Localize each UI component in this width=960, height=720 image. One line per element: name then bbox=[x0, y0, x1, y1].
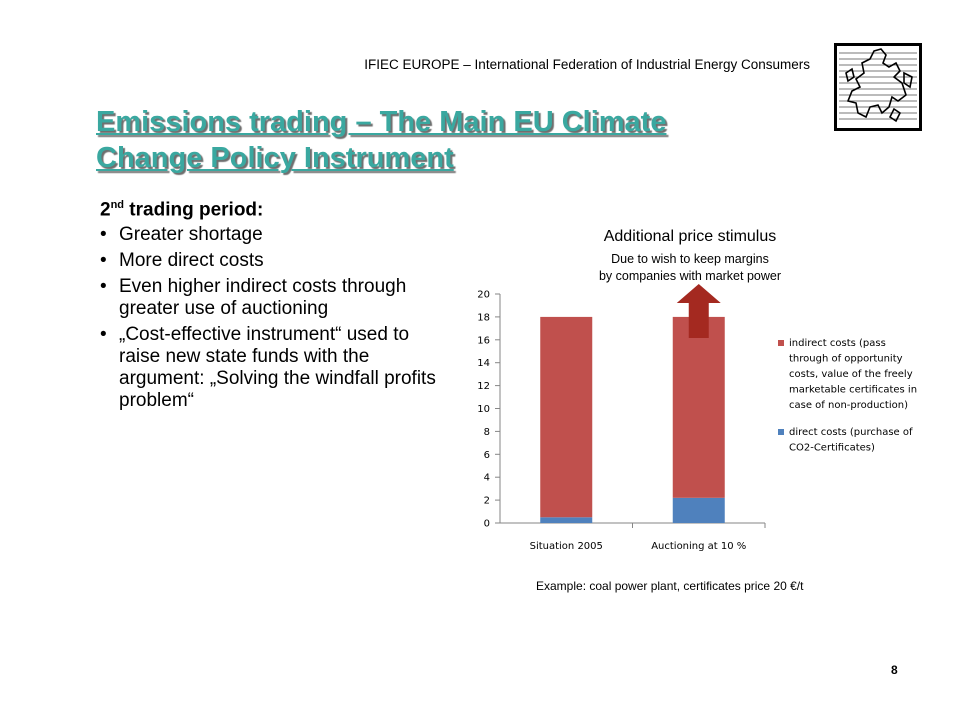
organization-header: IFIEC EUROPE – International Federation … bbox=[364, 57, 810, 72]
y-tick-label: 6 bbox=[484, 450, 490, 461]
slide-title-line-2: Change Policy Instrument bbox=[96, 142, 454, 174]
legend-indirect-label: through of opportunity bbox=[789, 354, 903, 365]
y-tick-label: 2 bbox=[484, 496, 490, 507]
slide-title: Emissions trading – The Main EU Climate … bbox=[96, 104, 796, 176]
bar-indirect-costs bbox=[672, 316, 725, 498]
europe-map-logo bbox=[834, 43, 922, 131]
x-category-label: Auctioning at 10 % bbox=[651, 541, 746, 552]
bullet-list: Greater shortage More direct costs Even … bbox=[100, 224, 445, 412]
bullet-item: More direct costs bbox=[100, 250, 445, 272]
legend-indirect-label: costs, value of the freely bbox=[789, 369, 913, 380]
y-tick-label: 4 bbox=[484, 473, 490, 484]
x-category-label: Situation 2005 bbox=[530, 541, 603, 552]
bar-indirect-costs bbox=[540, 316, 593, 518]
heading-ordinal: nd bbox=[110, 199, 125, 211]
bullet-item: „Cost-effective instrument“ used to rais… bbox=[100, 324, 445, 412]
legend-direct-label: direct costs (purchase of bbox=[789, 427, 913, 438]
legend-direct-label: CO2-Certificates) bbox=[789, 443, 875, 454]
bullet-item: Even higher indirect costs through great… bbox=[100, 276, 445, 320]
y-tick-label: 8 bbox=[484, 427, 490, 438]
y-tick-label: 0 bbox=[484, 519, 490, 530]
stimulus-subtitle-line-2: by companies with market power bbox=[598, 269, 782, 283]
stimulus-subtitle-line-1: Due to wish to keep margins bbox=[611, 252, 769, 266]
y-tick-label: 10 bbox=[477, 404, 490, 415]
heading-number: 2 bbox=[100, 199, 111, 221]
y-tick-label: 16 bbox=[477, 335, 490, 346]
y-tick-label: 20 bbox=[477, 290, 490, 301]
slide-number: 8 bbox=[891, 663, 898, 677]
y-tick-label: 18 bbox=[477, 312, 490, 323]
legend-indirect-label: case of non-production) bbox=[789, 400, 908, 411]
bullet-item: Greater shortage bbox=[100, 224, 445, 246]
legend-direct-swatch bbox=[778, 429, 784, 435]
cost-stacked-bar-chart: 0 2 4 6 8 10 12 14 16 18 20 Situation 2005 Auctionin… bbox=[477, 284, 917, 552]
stimulus-subtitle: Due to wish to keep margins by companies… bbox=[540, 251, 840, 285]
stimulus-title: Additional price stimulus bbox=[603, 228, 777, 245]
legend-indirect-swatch bbox=[778, 340, 784, 346]
bar-direct-costs bbox=[540, 517, 593, 523]
bar-direct-costs bbox=[672, 497, 725, 523]
y-tick-label: 14 bbox=[477, 358, 490, 369]
trading-period-heading: 2nd trading period: bbox=[100, 194, 445, 221]
heading-text: trading period: bbox=[124, 199, 264, 221]
slide-title-line-1: Emissions trading – The Main EU Climate bbox=[96, 106, 667, 138]
price-stimulus-arrow-icon bbox=[676, 284, 721, 338]
legend-indirect-label: marketable certificates in bbox=[789, 385, 917, 396]
example-note: Example: coal power plant, certificates … bbox=[536, 579, 804, 593]
bullet-content: 2nd trading period: Greater shortage Mor… bbox=[100, 194, 445, 416]
y-tick-label: 12 bbox=[477, 381, 490, 392]
legend-indirect-label: indirect costs (pass bbox=[789, 338, 886, 349]
